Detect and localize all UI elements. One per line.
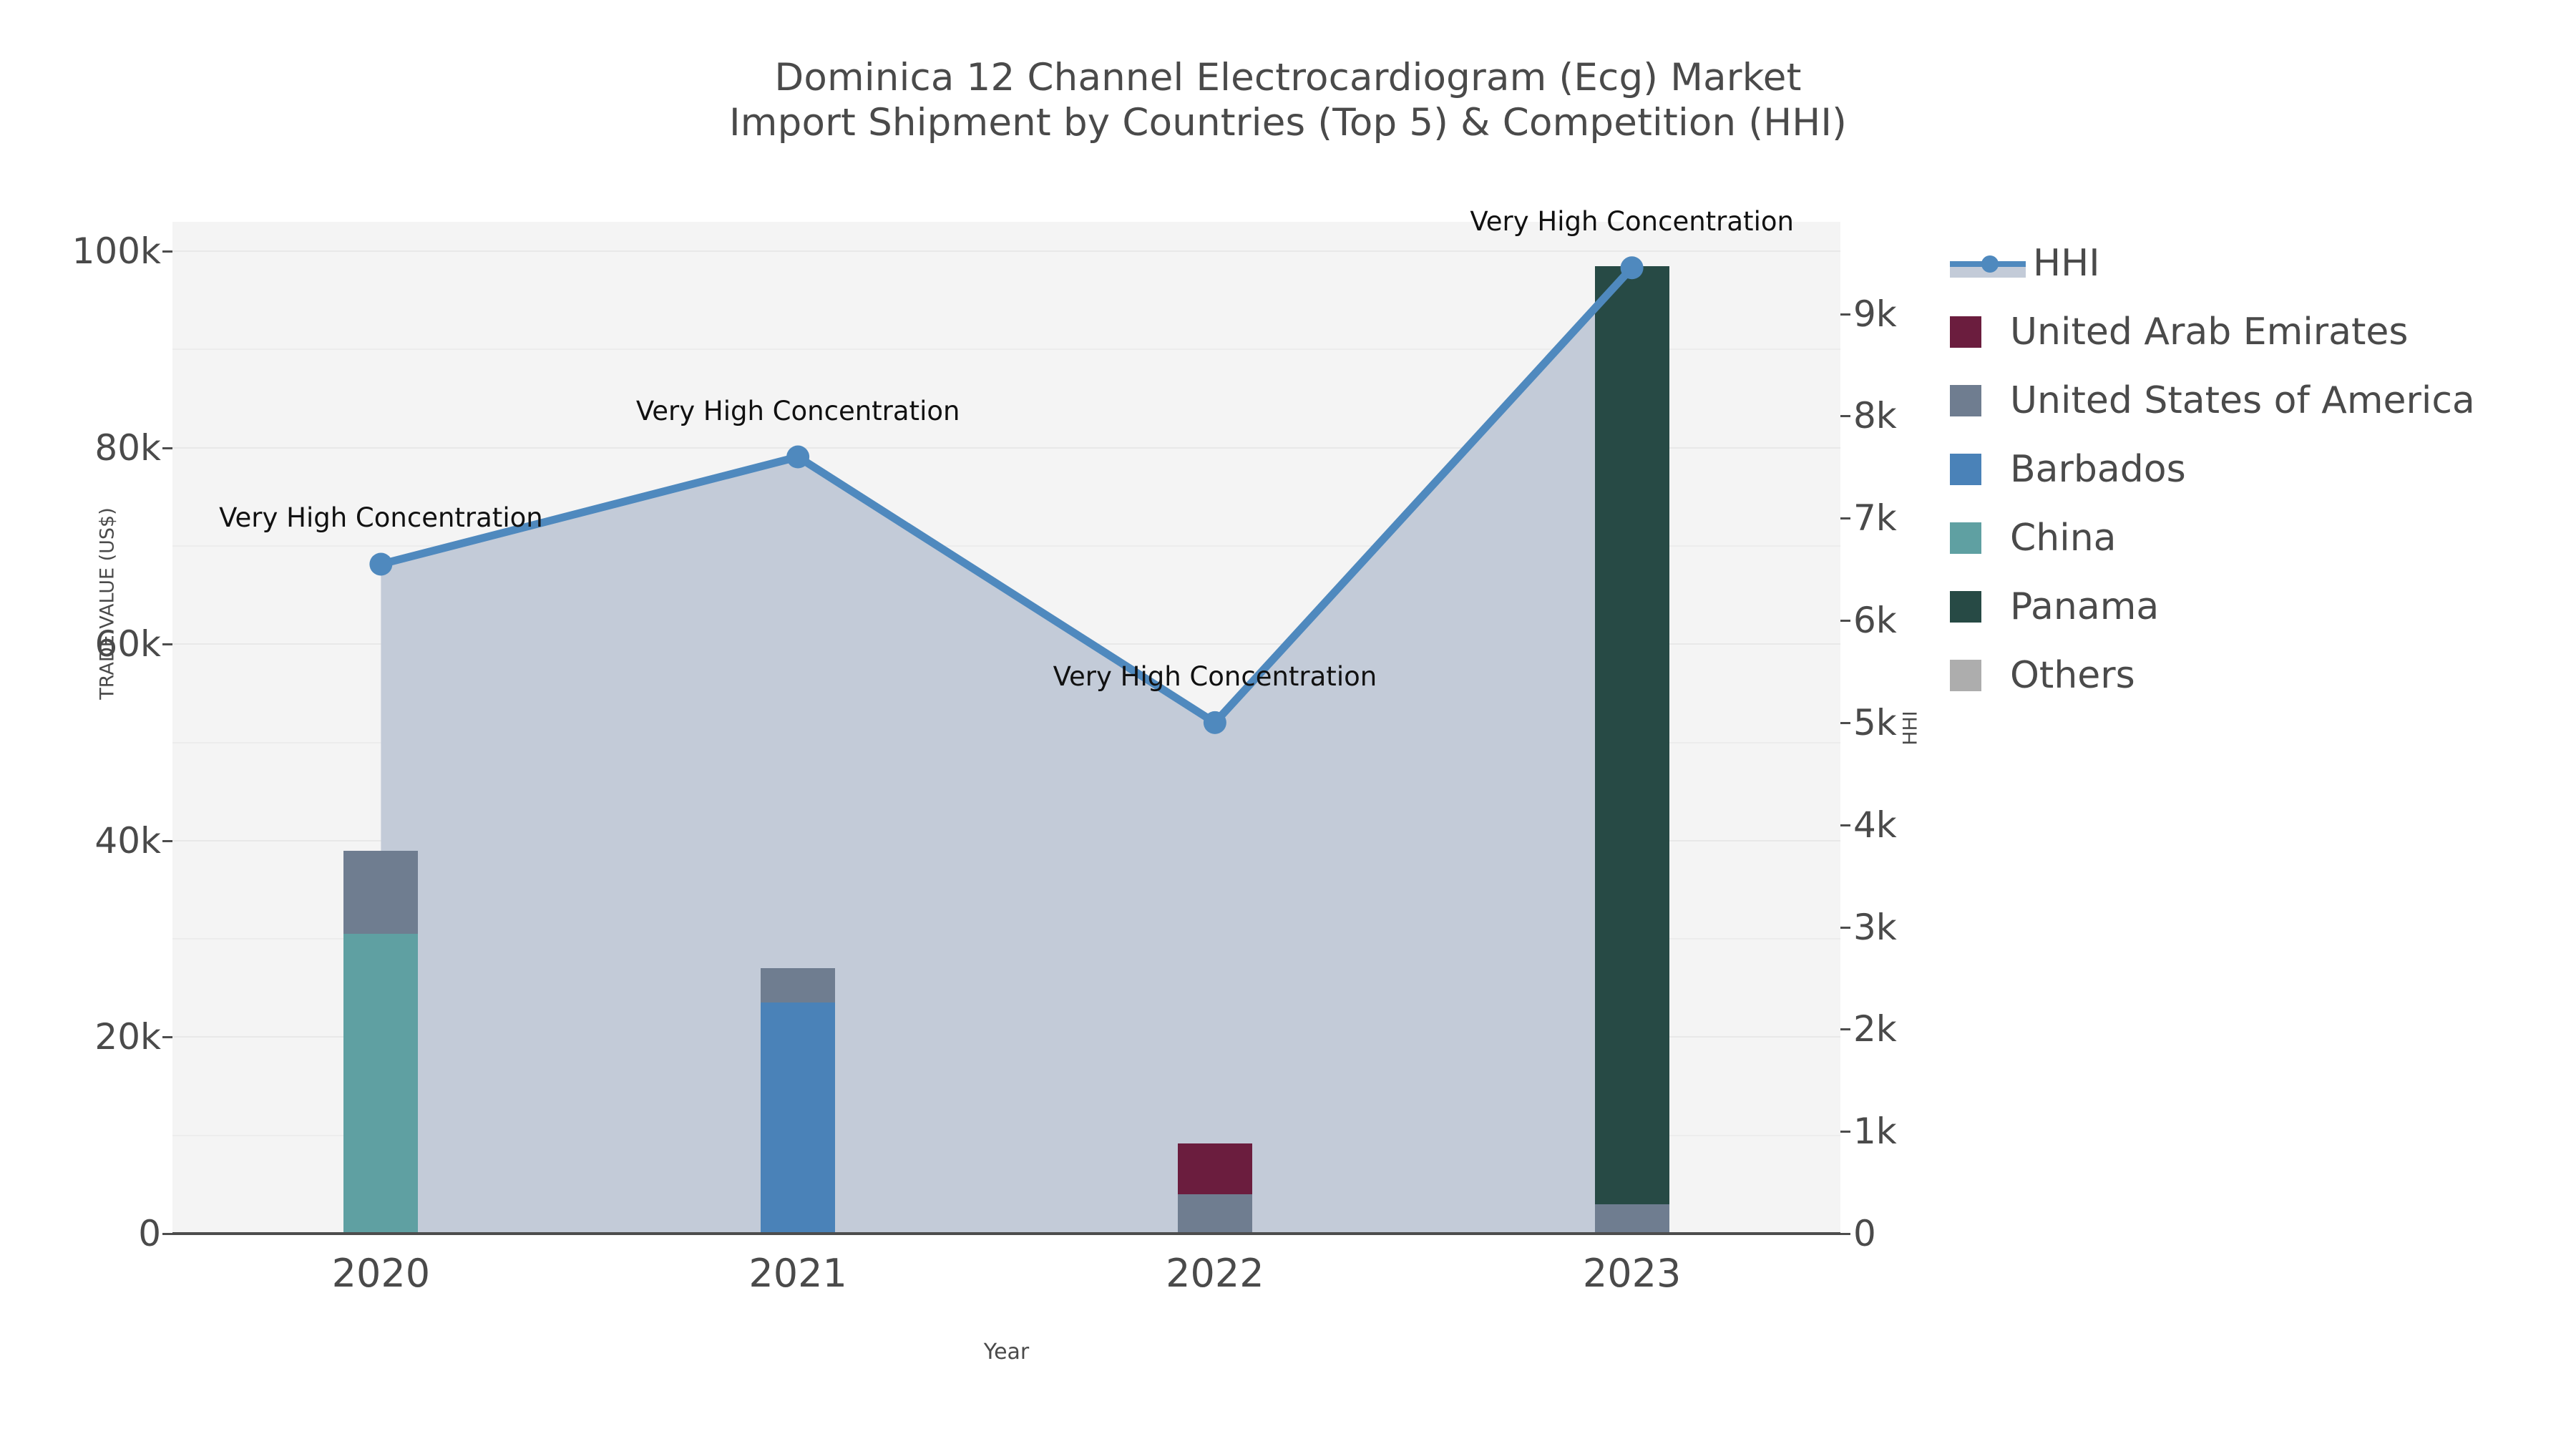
chart-title-line-2: Import Shipment by Countries (Top 5) & C… (728, 100, 1848, 145)
y-axis-right-tick-label: 8k (1853, 395, 1897, 437)
y-axis-right-tick-label: 1k (1853, 1111, 1897, 1153)
plot-inner (172, 222, 1840, 1234)
x-axis-tick-label: 2023 (1582, 1251, 1682, 1296)
legend-color-swatch (1950, 591, 1981, 623)
y-axis-right-tick-mark (1840, 1233, 1850, 1235)
y-axis-right-tick-mark (1840, 926, 1850, 929)
legend-color-swatch (1950, 522, 1981, 554)
y-axis-right-tick-label: 6k (1853, 600, 1897, 642)
hhi-concentration-annotation: Very High Concentration (1470, 206, 1794, 238)
legend-item-label: United States of America (2010, 379, 2475, 422)
y-axis-left-tick-label: 60k (94, 623, 161, 665)
y-axis-left-tick-label: 0 (138, 1213, 161, 1254)
legend-item-label: Panama (2010, 585, 2160, 628)
legend-item[interactable]: HHI (1950, 229, 2565, 298)
y-axis-right-tick-label: 9k (1853, 293, 1897, 335)
hhi-data-point[interactable] (1203, 711, 1226, 734)
bar-segment (1594, 1204, 1669, 1234)
y-axis-right-tick-mark (1840, 620, 1850, 623)
y-axis-right-tick-mark (1840, 1028, 1850, 1031)
y-axis-left-tick-mark (162, 447, 172, 449)
legend-item-label: Barbados (2010, 448, 2186, 491)
gridline (172, 348, 1840, 351)
chart-legend: HHI United Arab Emirates United States of … (1950, 229, 2565, 710)
bar-segment (1594, 265, 1669, 1204)
legend-line-marker-icon (1950, 248, 2026, 279)
bar-segment (343, 850, 419, 935)
legend-item[interactable]: Barbados (1950, 435, 2565, 504)
hhi-concentration-annotation: Very High Concentration (219, 502, 543, 534)
y-axis-left-tick-mark (162, 1036, 172, 1039)
legend-item-label: HHI (2033, 242, 2100, 285)
hhi-line-svg (369, 256, 1644, 734)
x-axis-line (172, 1232, 1840, 1235)
y-axis-left-tick-label: 100k (72, 230, 161, 273)
y-axis-left-tick-mark (162, 250, 172, 253)
bar-segment (343, 934, 419, 1234)
y-axis-left-tick-label: 80k (94, 426, 161, 469)
y-axis-right-tick-label: 3k (1853, 906, 1897, 948)
y-axis-left-label: TRADE VALUE (US$) (96, 507, 119, 700)
hhi-area-svg (381, 268, 1632, 1234)
gridline (172, 447, 1840, 449)
legend-item[interactable]: Others (1950, 641, 2565, 710)
y-axis-right-tick-mark (1840, 824, 1850, 826)
y-axis-right-tick-mark (1840, 517, 1850, 520)
legend-item[interactable]: Panama (1950, 572, 2565, 641)
hhi-concentration-annotation: Very High Concentration (1053, 660, 1377, 692)
legend-item[interactable]: China (1950, 504, 2565, 572)
hhi-area-fill (381, 268, 1632, 1234)
y-axis-right-tick-label: 5k (1853, 701, 1897, 743)
chart-title-line-1: Dominica 12 Channel Electrocardiogram (E… (774, 56, 1802, 99)
hhi-concentration-annotation: Very High Concentration (635, 395, 960, 426)
y-axis-right-tick-label: 7k (1853, 497, 1897, 540)
bar-segment (761, 968, 836, 1003)
y-axis-left-tick-label: 20k (94, 1016, 161, 1058)
legend-color-swatch (1950, 316, 1981, 348)
legend-color-swatch (1950, 660, 1981, 691)
x-axis-tick-label: 2020 (331, 1251, 431, 1296)
y-axis-left-tick-mark (162, 839, 172, 842)
legend-item[interactable]: United States of America (1950, 366, 2565, 435)
legend-item[interactable]: United Arab Emirates (1950, 298, 2565, 366)
y-axis-right-tick-label: 0 (1853, 1213, 1876, 1254)
x-axis-tick-label: 2022 (1166, 1251, 1264, 1296)
gridline (172, 250, 1840, 253)
y-axis-right-tick-mark (1840, 1131, 1850, 1133)
legend-color-swatch (1950, 454, 1981, 485)
x-axis-label: Year (983, 1340, 1030, 1365)
chart-title: Dominica 12 Channel Electrocardiogram (E… (0, 56, 2576, 145)
hhi-data-point[interactable] (1620, 256, 1644, 280)
hhi-data-point[interactable] (369, 552, 393, 576)
legend-item-label: China (2010, 517, 2117, 560)
legend-item-label: United Arab Emirates (2010, 311, 2409, 353)
y-axis-right-tick-label: 4k (1853, 804, 1897, 846)
gridline (172, 545, 1840, 547)
y-axis-left-tick-label: 40k (94, 819, 161, 862)
plot-area (172, 222, 1840, 1234)
hhi-data-point[interactable] (786, 445, 810, 469)
bar-segment (761, 1002, 836, 1234)
bar-segment (1177, 1143, 1252, 1195)
y-axis-right-label: HHI (1899, 711, 1922, 746)
legend-line-dot (1981, 255, 1999, 273)
y-axis-right-tick-mark (1840, 313, 1850, 316)
y-axis-right-tick-mark (1840, 721, 1850, 724)
y-axis-right-tick-mark (1840, 415, 1850, 418)
legend-item-label: Others (2010, 654, 2135, 697)
y-axis-left-tick-mark (162, 1233, 172, 1235)
y-axis-left-tick-mark (162, 643, 172, 646)
y-axis-right-tick-label: 2k (1853, 1008, 1897, 1050)
hhi-line (376, 263, 1636, 727)
x-axis-tick-label: 2021 (748, 1251, 847, 1296)
legend-color-swatch (1950, 385, 1981, 416)
bar-segment (1177, 1194, 1252, 1234)
